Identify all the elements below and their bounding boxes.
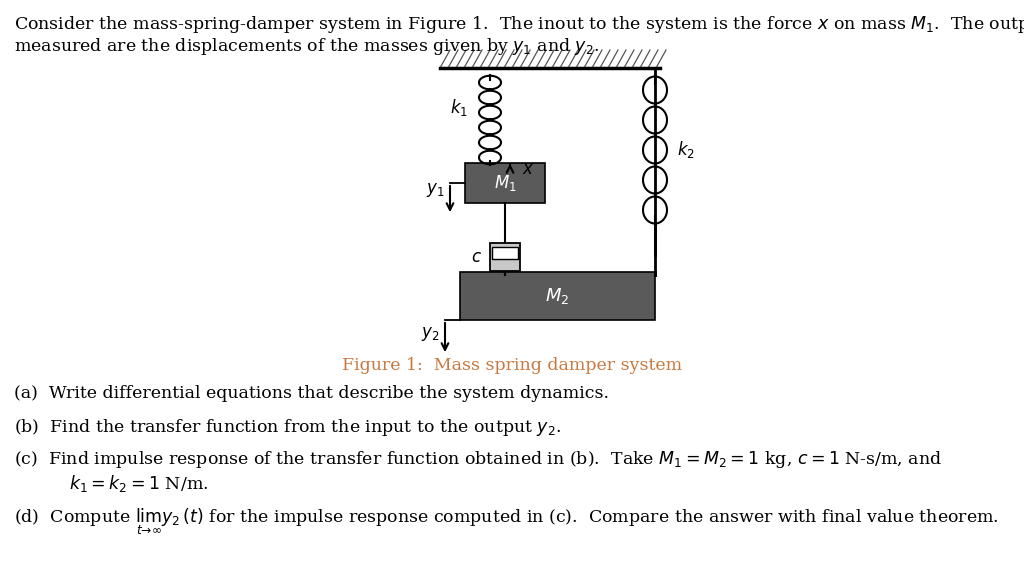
Text: $c$: $c$ [471, 249, 482, 266]
Text: $M_2$: $M_2$ [546, 286, 569, 306]
Text: (b)  Find the transfer function from the input to the output $y_2$.: (b) Find the transfer function from the … [14, 417, 561, 438]
Bar [490, 243, 520, 271]
Text: $y_1$: $y_1$ [426, 181, 445, 199]
Bar [460, 272, 655, 320]
Text: Figure 1:  Mass spring damper system: Figure 1: Mass spring damper system [342, 357, 682, 374]
Text: $M_1$: $M_1$ [494, 173, 516, 193]
Text: $x$: $x$ [522, 161, 535, 178]
Text: $y_2$: $y_2$ [422, 325, 440, 343]
Text: $k_1 = k_2 = 1$ N/m.: $k_1 = k_2 = 1$ N/m. [36, 473, 208, 494]
Bar [465, 163, 545, 203]
Text: (a)  Write differential equations that describe the system dynamics.: (a) Write differential equations that de… [14, 385, 609, 402]
Text: (d)  Compute $\lim_{t \to \infty} y_2(t)$ for the impulse response computed in (: (d) Compute $\lim_{t \to \infty} y_2(t)$… [14, 507, 998, 538]
Text: (c)  Find impulse response of the transfer function obtained in (b).  Take $M_1 : (c) Find impulse response of the transfe… [14, 449, 942, 470]
Text: $k_1$: $k_1$ [450, 97, 468, 118]
Text: Consider the mass-spring-damper system in Figure 1.  The inout to the system is : Consider the mass-spring-damper system i… [14, 14, 1024, 35]
Text: measured are the displacements of the masses given by $y_1$ and $y_2$.: measured are the displacements of the ma… [14, 36, 599, 57]
Text: $k_2$: $k_2$ [677, 139, 695, 160]
Bar [492, 247, 518, 259]
